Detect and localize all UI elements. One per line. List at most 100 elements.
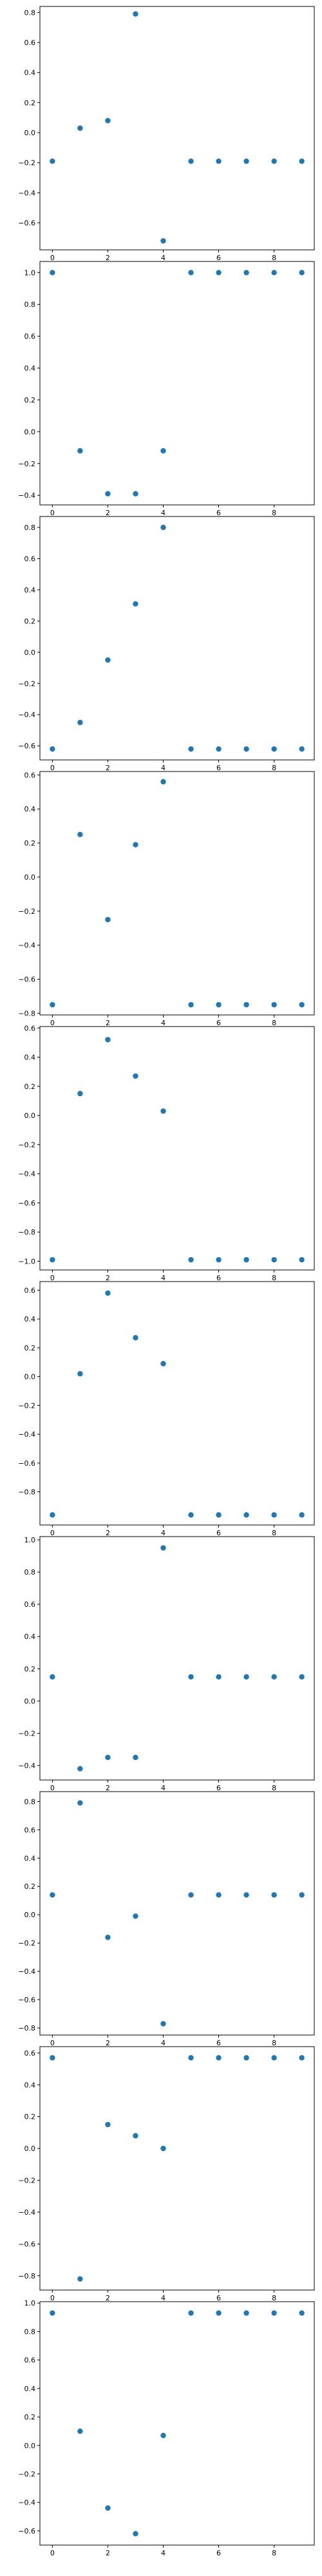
x-tick-label: 4: [161, 254, 166, 262]
axes-frame: [39, 6, 315, 251]
y-tick-label: 0.2: [24, 2413, 36, 2421]
data-point: [50, 1674, 55, 1680]
data-point: [188, 1256, 194, 1263]
subplot-8: −0.8 −0.6 −0.4 −0.2 0.0 0.2 0.4 0.6 0.8 0 2 4 6 8: [18, 1791, 315, 2047]
x-tick-label: 6: [216, 2039, 221, 2047]
x-tick-label: 8: [272, 254, 276, 262]
y-tick-label: 0.6: [24, 39, 36, 47]
axes-frame: [39, 1026, 315, 1271]
data-point: [105, 916, 111, 923]
subplot-3: −0.6 −0.4 −0.2 0.0 0.2 0.4 0.6 0.8 0 2 4 6 8: [18, 516, 315, 772]
data-point: [299, 746, 305, 752]
y-tick-label: 1.0: [24, 2299, 36, 2307]
data-point: [216, 158, 222, 164]
data-point: [160, 238, 166, 244]
data-point: [243, 1001, 249, 1008]
y-tick-label: −0.4: [18, 1967, 35, 1976]
y-tick-label: 0.4: [24, 69, 36, 77]
axes-frame: [39, 1281, 315, 1526]
subplot-5: −1.0 −0.8 −0.6 −0.4 −0.2 0.0 0.2 0.4 0.6 0 2 4 6 8: [18, 1024, 315, 1282]
y-tick-label: 0.4: [24, 365, 36, 373]
y-tick-label: 0.8: [24, 301, 36, 309]
x-tick-label: 2: [106, 1529, 110, 1537]
data-point: [188, 2310, 194, 2316]
y-tick-label: −0.2: [18, 2177, 35, 2185]
y-tick-label: −0.8: [18, 1488, 35, 1497]
data-point: [133, 11, 138, 17]
y-tick-label: 0.8: [24, 524, 36, 532]
y-tick-label: −0.2: [18, 2470, 35, 2478]
data-point: [50, 2055, 55, 2061]
y-tick-label: 0.6: [24, 1826, 36, 1834]
y-tick-label: 1.0: [24, 1536, 36, 1544]
y-tick-label: −0.6: [18, 2240, 35, 2248]
subplot-10: −0.6 −0.4 −0.2 0.0 0.2 0.4 0.6 0.8 1.0 0 2 4 6 8: [18, 2299, 315, 2557]
y-tick-label: 0.2: [24, 99, 36, 107]
data-point: [160, 2432, 166, 2438]
data-point: [271, 1674, 277, 1680]
x-tick-label: 4: [161, 1274, 166, 1282]
data-point: [133, 1754, 138, 1761]
axes-frame: [39, 1791, 315, 2036]
y-tick-label: 0.8: [24, 1568, 36, 1577]
y-tick-label: −0.6: [18, 1459, 35, 1468]
y-tick-label: −0.2: [18, 1401, 35, 1410]
x-tick-label: 2: [106, 2549, 110, 2557]
data-point: [105, 2121, 111, 2128]
y-tick-label: −0.4: [18, 711, 35, 719]
data-point: [188, 1892, 194, 1898]
data-point: [50, 2310, 55, 2316]
x-tick-label: 2: [106, 764, 110, 772]
y-tick-label: 0.4: [24, 2081, 36, 2089]
x-tick-label: 8: [272, 1274, 276, 1282]
data-point: [50, 1512, 55, 1518]
data-point: [105, 2505, 111, 2511]
x-tick-label: 0: [50, 254, 55, 262]
y-tick-label: 1.0: [24, 269, 36, 277]
data-point: [133, 842, 138, 848]
data-point: [50, 1001, 55, 1008]
x-tick-label: 8: [272, 2039, 276, 2047]
x-tick-label: 6: [216, 1784, 221, 1792]
x-tick-label: 8: [272, 1019, 276, 1027]
data-point: [77, 125, 83, 131]
data-point: [271, 1256, 277, 1263]
data-point: [216, 270, 222, 276]
axes-frame: [39, 2301, 315, 2546]
data-point: [50, 746, 55, 752]
data-point: [243, 270, 249, 276]
x-tick-label: 0: [50, 1529, 55, 1537]
data-point: [271, 158, 277, 164]
y-tick-label: −0.2: [18, 1729, 35, 1738]
data-point: [299, 1674, 305, 1680]
x-tick-label: 2: [106, 2039, 110, 2047]
data-point: [133, 1073, 138, 1079]
data-point: [216, 1674, 222, 1680]
y-tick-label: 0.2: [24, 1083, 36, 1091]
y-tick-label: 0.4: [24, 805, 36, 813]
data-point: [299, 270, 305, 276]
x-tick-label: 6: [216, 1274, 221, 1282]
subplot-2: −0.4 −0.2 0.0 0.2 0.4 0.6 0.8 1.0 0 2 4 6 8: [18, 261, 315, 517]
y-tick-label: 0.2: [24, 1344, 36, 1352]
x-tick-label: 2: [106, 1274, 110, 1282]
data-point: [243, 2055, 249, 2061]
y-tick-label: 0.0: [24, 1911, 36, 1919]
y-tick-label: 0.0: [24, 2145, 36, 2153]
data-point: [77, 2276, 83, 2282]
x-tick-label: 4: [161, 2549, 166, 2557]
data-point: [188, 2055, 194, 2061]
y-tick-label: −0.6: [18, 219, 35, 227]
y-tick-label: 0.6: [24, 1286, 36, 1294]
data-point: [299, 2055, 305, 2061]
data-point: [105, 1290, 111, 1296]
data-point: [50, 270, 55, 276]
y-tick-label: 0.2: [24, 396, 36, 404]
y-tick-label: 0.4: [24, 1854, 36, 1862]
data-point: [77, 1766, 83, 1772]
data-point: [299, 1512, 305, 1518]
subplot-6: −0.8 −0.6 −0.4 −0.2 0.0 0.2 0.4 0.6 0 2 4 6 8: [18, 1281, 315, 1537]
x-tick-label: 2: [106, 1784, 110, 1792]
data-point: [216, 1512, 222, 1518]
